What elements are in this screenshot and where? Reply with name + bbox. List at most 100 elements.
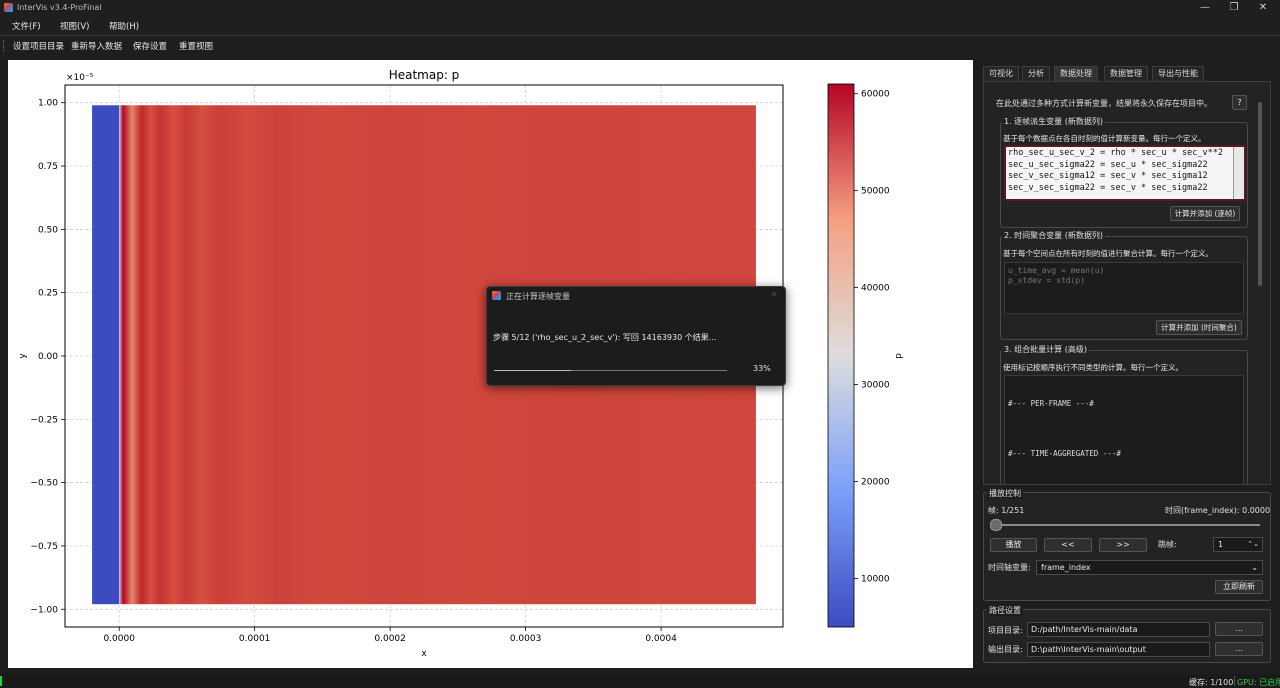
- chart-title: Heatmap: p: [389, 68, 460, 82]
- project-dir-label: 项目目录:: [988, 626, 1023, 635]
- x-tick-label: 0.0003: [510, 634, 542, 644]
- section-time-aggregate: [1000, 236, 1248, 340]
- y-axis-label: y: [18, 353, 28, 359]
- y-tick-label: −0.25: [30, 415, 58, 425]
- y-tick-label: 0.75: [38, 162, 58, 172]
- y-tick-label: 0.25: [38, 289, 58, 299]
- app-icon: [4, 3, 13, 12]
- y-tick-label: 1.00: [38, 99, 58, 109]
- y-tick-label: 0.50: [38, 225, 58, 235]
- code-line: #--- PER-FRAME ---#: [1008, 399, 1094, 408]
- browse-output-button[interactable]: ...: [1215, 642, 1263, 656]
- skip-spinbox[interactable]: 1 ⌃⌄: [1213, 537, 1263, 552]
- y-axis-ticks: 1.00 0.75 0.50 0.25 0.00 −0.25 −0.50 −0.75 −1.00: [30, 99, 65, 615]
- project-dir-value: D:/path/InterVis-main/data: [1031, 625, 1138, 634]
- help-button[interactable]: ?: [1232, 95, 1247, 110]
- x-tick-label: 0.0001: [239, 634, 271, 644]
- time-axis-select[interactable]: frame_index ⌄: [1036, 560, 1263, 575]
- panel-scrollbar[interactable]: [1258, 102, 1262, 286]
- frame-slider-handle[interactable]: [990, 519, 1003, 531]
- dialog-title: 正在计算逐帧变量: [506, 292, 570, 301]
- output-dir-value: D:\path\InterVis-main\output: [1031, 645, 1146, 654]
- placeholder-line: p_stdev = std(p): [1008, 276, 1086, 285]
- maximize-icon[interactable]: ❐: [1229, 2, 1239, 13]
- colorbar: [827, 83, 855, 628]
- cache-status: 缓存: 1/100: [1189, 678, 1234, 687]
- set-project-dir-button[interactable]: 设置项目目录: [13, 42, 65, 52]
- y-tick-label: 0.00: [38, 352, 58, 362]
- x-tick-label: 0.0000: [103, 634, 135, 644]
- section-time-aggregate-title: 2. 时间聚合变量 (新数据列): [1002, 230, 1105, 241]
- refresh-now-button[interactable]: 立即刷新: [1215, 580, 1263, 594]
- reimport-data-button[interactable]: 重新导入数据: [71, 42, 123, 52]
- batch-editor[interactable]: #--- PER-FRAME ---# #--- TIME-AGGREGATED…: [1004, 375, 1244, 484]
- close-icon[interactable]: ✕: [771, 290, 778, 299]
- batch-code: #--- PER-FRAME ---# #--- TIME-AGGREGATED…: [1008, 379, 1121, 479]
- frame-slider[interactable]: [990, 524, 1260, 526]
- x-tick-label: 0.0004: [645, 634, 677, 644]
- frame-label: 帧: 1/251: [988, 506, 1025, 515]
- toolbar: 设置项目目录 重新导入数据 保存设置 重置视图: [0, 36, 1280, 56]
- play-button[interactable]: 播放: [990, 538, 1037, 552]
- dialog-message: 步骤 5/12 ('rho_sec_u_2_sec_v'): 写回 141639…: [493, 333, 717, 342]
- menu-help[interactable]: 帮助(H): [109, 22, 140, 32]
- y-scale-note: ×10⁻⁵: [66, 73, 94, 83]
- colorbar-tick-label: 20000: [861, 478, 890, 488]
- time-axis-label: 时间轴变量:: [988, 563, 1031, 572]
- code-line: sec_u_sec_sigma22 = sec_u * sec_sigma22: [1008, 159, 1208, 170]
- tab-analysis[interactable]: 分析: [1022, 66, 1050, 82]
- prev-frame-button[interactable]: <<: [1044, 538, 1092, 552]
- minimize-icon[interactable]: —: [1200, 2, 1210, 13]
- tab-data-management[interactable]: 数据管理: [1104, 66, 1148, 82]
- per-frame-editor[interactable]: rho_sec_u_sec_v_2 = rho * sec_u * sec_v*…: [1004, 145, 1246, 201]
- compute-per-frame-button[interactable]: 计算并添加 (逐帧): [1170, 206, 1240, 221]
- x-axis-ticks: 0.0000 0.0001 0.0002 0.0003 0.0004: [103, 627, 677, 644]
- output-dir-field[interactable]: D:\path\InterVis-main\output: [1027, 642, 1210, 657]
- time-axis-value: frame_index: [1041, 563, 1091, 572]
- window-title: InterVis v3.4-ProFinal: [17, 3, 102, 12]
- colorbar-tick-label: 50000: [861, 187, 890, 197]
- colorbar-tick-label: 40000: [861, 284, 890, 294]
- close-icon[interactable]: ✕: [1258, 2, 1268, 13]
- time-aggregate-editor[interactable]: u_time_avg = mean(u) p_stdev = std(p): [1004, 262, 1244, 314]
- spin-arrows-icon[interactable]: ⌃⌄: [1247, 540, 1259, 548]
- tab-export-performance[interactable]: 导出与性能: [1152, 66, 1204, 82]
- code-line: rho_sec_u_sec_v_2 = rho * sec_u * sec_v*…: [1008, 148, 1223, 158]
- reset-view-button[interactable]: 重置视图: [179, 42, 214, 52]
- skip-label: 跳帧:: [1158, 540, 1177, 549]
- colorbar-tick-label: 30000: [861, 381, 890, 391]
- project-dir-field[interactable]: D:/path/InterVis-main/data: [1027, 622, 1210, 637]
- x-tick-label: 0.0002: [374, 634, 406, 644]
- x-axis-label: x: [421, 649, 427, 659]
- tab-visualize[interactable]: 可视化: [983, 66, 1019, 82]
- y-tick-label: −1.00: [30, 605, 58, 615]
- menu-bar: 文件(F) 视图(V) 帮助(H): [0, 16, 1280, 36]
- colorbar-label: p: [894, 353, 904, 359]
- time-aggregate-placeholder: u_time_avg = mean(u) p_stdev = std(p): [1008, 266, 1104, 286]
- progress-bar-fill: [494, 370, 571, 371]
- section-per-frame-desc: 基于每个数据点在各自时刻的值计算新变量。每行一个定义。: [1003, 134, 1206, 143]
- output-dir-label: 输出目录:: [988, 645, 1023, 654]
- save-settings-button[interactable]: 保存设置: [133, 42, 168, 52]
- menu-file[interactable]: 文件(F): [12, 22, 41, 32]
- data-processing-panel: 在此处通过多种方式计算新变量，结果将永久保存在项目中。 ? 1. 逐帧派生变量 …: [983, 81, 1271, 485]
- colorbar-ticks: 60000 50000 40000 30000 20000 10000: [854, 90, 890, 585]
- intro-text: 在此处通过多种方式计算新变量，结果将永久保存在项目中。: [996, 99, 1212, 108]
- editor-scrollbar[interactable]: [1233, 147, 1244, 199]
- time-label: 时间(frame_index): 0.0000: [1165, 506, 1271, 515]
- y-tick-label: −0.50: [30, 479, 58, 489]
- browse-project-button[interactable]: ...: [1215, 622, 1263, 636]
- plot-area[interactable]: Heatmap: p ×10⁻⁵ 0.0000 0.0001 0.0002 0.000…: [8, 60, 973, 668]
- compute-time-aggregate-button[interactable]: 计算并添加 (时间聚合): [1156, 320, 1242, 335]
- chevron-down-icon: ⌄: [1251, 563, 1258, 572]
- menu-view[interactable]: 视图(V): [60, 22, 90, 32]
- title-bar: InterVis v3.4-ProFinal — ❐ ✕: [0, 0, 1280, 16]
- skip-value: 1: [1218, 540, 1224, 549]
- low-pressure-region: [92, 105, 120, 605]
- next-frame-button[interactable]: >>: [1099, 538, 1147, 552]
- tab-data-processing[interactable]: 数据处理: [1054, 66, 1098, 82]
- progress-percent: 33%: [753, 364, 771, 373]
- dialog-app-icon: [492, 291, 501, 300]
- gpu-status: GPU: 已启用: [1237, 678, 1280, 687]
- placeholder-line: u_time_avg = mean(u): [1008, 266, 1105, 275]
